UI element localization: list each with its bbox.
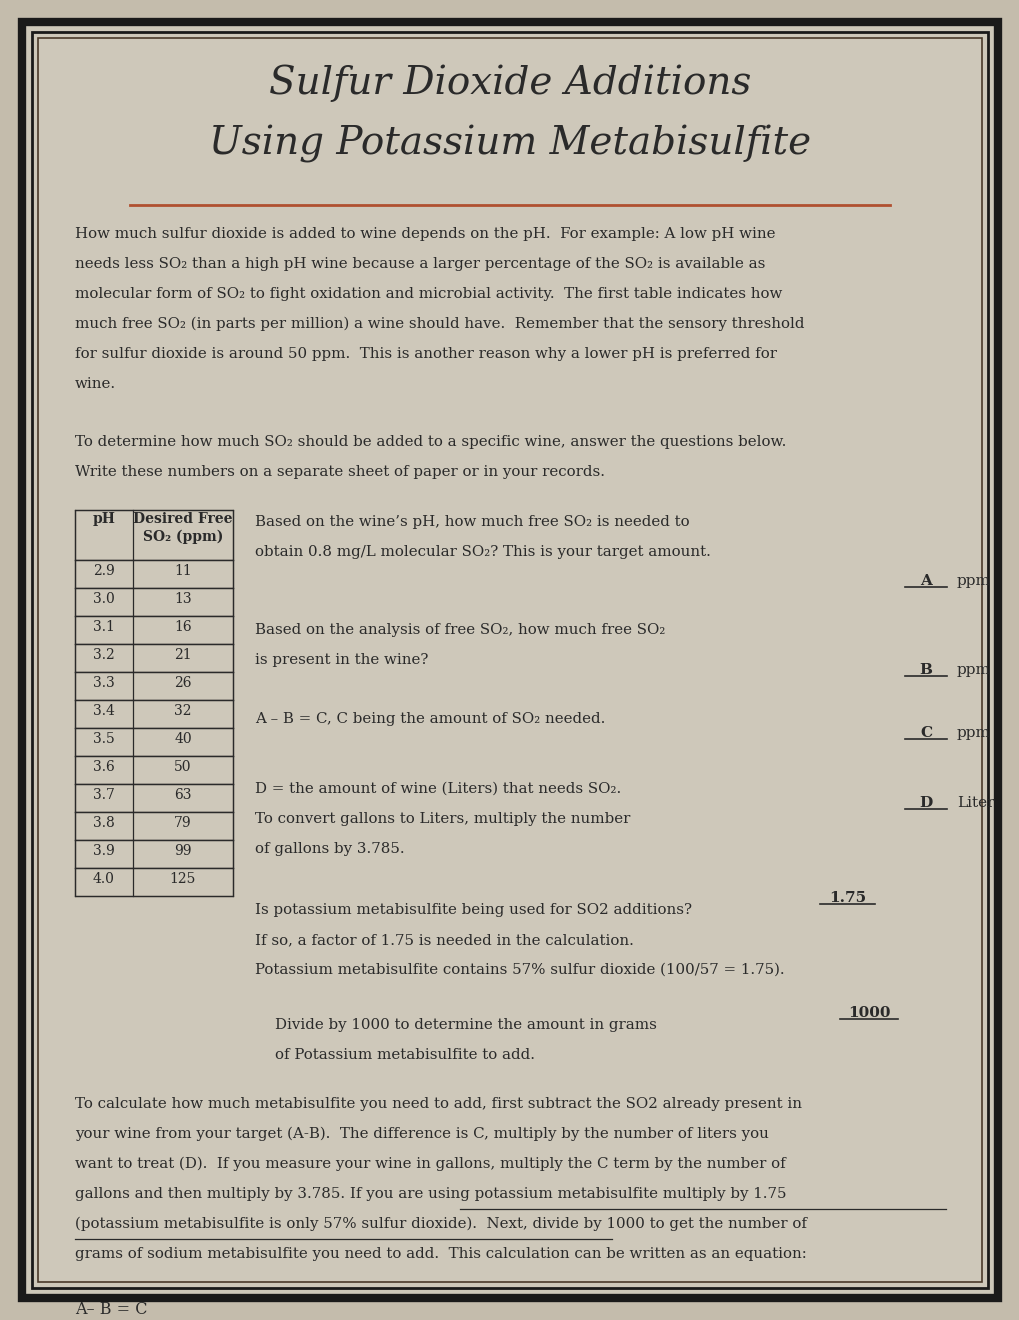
Text: Is potassium metabisulfite being used for SO2 additions?: Is potassium metabisulfite being used fo… [255,903,691,917]
Text: want to treat (D).  If you measure your wine in gallons, multiply the C term by : want to treat (D). If you measure your w… [75,1158,785,1171]
Text: D = the amount of wine (Liters) that needs SO₂.: D = the amount of wine (Liters) that nee… [255,781,621,796]
FancyBboxPatch shape [75,510,232,560]
Text: 3.9: 3.9 [93,843,115,858]
Text: 21: 21 [174,648,192,663]
FancyBboxPatch shape [75,700,232,729]
Text: of Potassium metabisulfite to add.: of Potassium metabisulfite to add. [275,1048,535,1063]
Text: wine.: wine. [75,378,116,391]
FancyBboxPatch shape [75,587,232,616]
Text: 1.75: 1.75 [828,891,865,906]
Text: 26: 26 [174,676,192,690]
Text: D: D [918,796,931,810]
Text: A: A [919,574,931,587]
Text: molecular form of SO₂ to fight oxidation and microbial activity.  The first tabl: molecular form of SO₂ to fight oxidation… [75,286,782,301]
Text: 40: 40 [174,733,192,746]
Text: 63: 63 [174,788,192,803]
Text: for sulfur dioxide is around 50 ppm.  This is another reason why a lower pH is p: for sulfur dioxide is around 50 ppm. Thi… [75,347,776,360]
Text: is present in the wine?: is present in the wine? [255,653,428,667]
Text: Desired Free
SO₂ (ppm): Desired Free SO₂ (ppm) [133,512,232,544]
Text: Write these numbers on a separate sheet of paper or in your records.: Write these numbers on a separate sheet … [75,465,604,479]
Text: Potassium metabisulfite contains 57% sulfur dioxide (100/57 = 1.75).: Potassium metabisulfite contains 57% sul… [255,964,784,977]
Text: A – B = C, C being the amount of SO₂ needed.: A – B = C, C being the amount of SO₂ nee… [255,711,605,726]
Text: C: C [919,726,931,741]
Text: 4.0: 4.0 [93,873,115,886]
Text: (potassium metabisulfite is only 57% sulfur dioxide).  Next, divide by 1000 to g: (potassium metabisulfite is only 57% sul… [75,1217,806,1232]
FancyBboxPatch shape [75,616,232,644]
Text: 3.2: 3.2 [93,648,115,663]
Text: gallons and then multiply by 3.785. If you are using potassium metabisulfite mul: gallons and then multiply by 3.785. If y… [75,1187,786,1201]
Text: A– B = C: A– B = C [75,1302,148,1317]
Text: 79: 79 [174,816,192,830]
Text: your wine from your target (A-B).  The difference is C, multiply by the number o: your wine from your target (A-B). The di… [75,1127,768,1142]
FancyBboxPatch shape [75,756,232,784]
Text: 99: 99 [174,843,192,858]
Text: 3.7: 3.7 [93,788,115,803]
FancyBboxPatch shape [75,729,232,756]
Text: 3.3: 3.3 [93,676,115,690]
Text: obtain 0.8 mg/L molecular SO₂? This is your target amount.: obtain 0.8 mg/L molecular SO₂? This is y… [255,545,710,558]
FancyBboxPatch shape [75,840,232,869]
Text: Divide by 1000 to determine the amount in grams: Divide by 1000 to determine the amount i… [275,1018,656,1032]
Text: Based on the analysis of free SO₂, how much free SO₂: Based on the analysis of free SO₂, how m… [255,623,664,638]
Text: 3.4: 3.4 [93,704,115,718]
FancyBboxPatch shape [75,560,232,587]
Text: Sulfur Dioxide Additions: Sulfur Dioxide Additions [269,65,750,103]
Text: 3.5: 3.5 [93,733,115,746]
Text: Using Potassium Metabisulfite: Using Potassium Metabisulfite [209,125,810,162]
Text: B: B [918,663,931,677]
FancyBboxPatch shape [22,22,997,1298]
Text: 16: 16 [174,620,192,634]
FancyBboxPatch shape [75,784,232,812]
Text: 3.0: 3.0 [93,591,115,606]
Text: 11: 11 [174,564,192,578]
Text: Liter: Liter [956,796,994,810]
Text: To determine how much SO₂ should be added to a specific wine, answer the questio: To determine how much SO₂ should be adde… [75,436,786,449]
Text: much free SO₂ (in parts per million) a wine should have.  Remember that the sens: much free SO₂ (in parts per million) a w… [75,317,804,331]
Text: How much sulfur dioxide is added to wine depends on the pH.  For example: A low : How much sulfur dioxide is added to wine… [75,227,774,242]
Text: 3.6: 3.6 [93,760,115,774]
Text: 125: 125 [169,873,196,886]
Text: of gallons by 3.785.: of gallons by 3.785. [255,842,405,855]
Text: To calculate how much metabisulfite you need to add, first subtract the SO2 alre: To calculate how much metabisulfite you … [75,1097,801,1111]
Text: pH: pH [93,512,115,525]
Text: needs less SO₂ than a high pH wine because a larger percentage of the SO₂ is ava: needs less SO₂ than a high pH wine becau… [75,257,764,271]
Text: If so, a factor of 1.75 is needed in the calculation.: If so, a factor of 1.75 is needed in the… [255,933,633,946]
Text: 3.8: 3.8 [93,816,115,830]
Text: ppm: ppm [956,663,989,677]
Text: 1000: 1000 [847,1006,890,1020]
FancyBboxPatch shape [75,812,232,840]
Text: 2.9: 2.9 [93,564,115,578]
Text: 3.1: 3.1 [93,620,115,634]
Text: grams of sodium metabisulfite you need to add.  This calculation can be written : grams of sodium metabisulfite you need t… [75,1247,806,1261]
Text: ppm: ppm [956,574,989,587]
FancyBboxPatch shape [75,644,232,672]
FancyBboxPatch shape [75,672,232,700]
Text: 13: 13 [174,591,192,606]
Text: 32: 32 [174,704,192,718]
Text: Based on the wine’s pH, how much free SO₂ is needed to: Based on the wine’s pH, how much free SO… [255,515,689,529]
Text: 50: 50 [174,760,192,774]
Text: ppm: ppm [956,726,989,741]
FancyBboxPatch shape [75,869,232,896]
Text: To convert gallons to Liters, multiply the number: To convert gallons to Liters, multiply t… [255,812,630,826]
